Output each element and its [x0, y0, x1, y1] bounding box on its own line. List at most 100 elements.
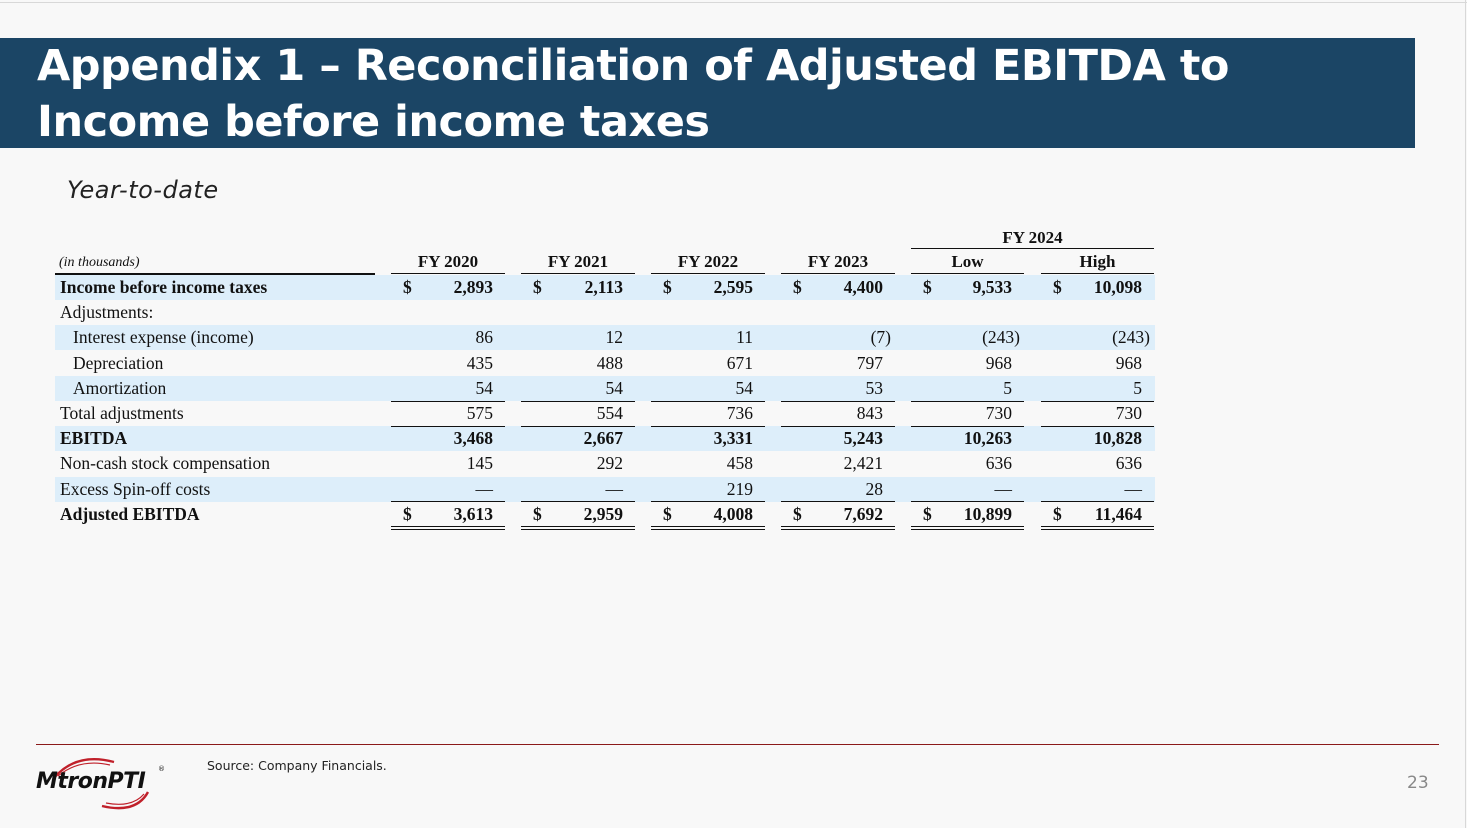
row-label: EBITDA	[60, 428, 128, 449]
table-row: Adjusted EBITDA $3,613 $2,959 $4,008 $7,692 $…	[55, 502, 1155, 527]
table-cell: 488	[521, 351, 635, 376]
column-header: FY 2020	[391, 252, 505, 274]
table-cell: 968	[1041, 351, 1154, 376]
subtotal-rule	[651, 400, 765, 402]
table-cell: —	[391, 477, 505, 502]
subtotal-rule	[781, 425, 895, 427]
dollar-sign: $	[1053, 503, 1062, 524]
table-cell: 86	[391, 325, 505, 350]
dollar-sign: $	[923, 503, 932, 524]
logo-wordmark: MtronPTI	[36, 769, 146, 794]
slide-subtitle: Year-to-date	[67, 176, 219, 204]
total-rule	[521, 501, 635, 503]
table-cell	[781, 300, 895, 325]
cell-value: 5	[1003, 377, 1012, 398]
table-cell: (243)	[911, 325, 1024, 350]
subtotal-rule	[391, 425, 505, 427]
cell-value: 54	[475, 377, 494, 398]
table-cell: 730	[1041, 401, 1154, 426]
cell-value: 730	[985, 403, 1012, 423]
table-cell: —	[1041, 477, 1154, 502]
cell-value: 54	[735, 377, 754, 398]
table-cell: 54	[521, 376, 635, 401]
subtotal-rule	[1041, 400, 1154, 402]
column-header: FY 2022	[651, 252, 765, 274]
subtotal-rule	[521, 425, 635, 427]
subtotal-rule	[391, 400, 505, 402]
table-row: EBITDA 3,468 2,667 3,331 5,243 10,263 10,828	[55, 426, 1155, 452]
row-label: Amortization	[73, 377, 167, 398]
dollar-sign: $	[663, 503, 672, 524]
total-rule	[651, 501, 765, 503]
cell-value: 636	[1115, 453, 1142, 474]
column-header: FY 2021	[521, 252, 635, 274]
table-row: Interest expense (income) 86 12 11 (7) (243) (…	[55, 325, 1155, 351]
table-cell: $10,899	[911, 502, 1024, 527]
cell-value: 4,400	[843, 277, 883, 297]
cell-value: 145	[466, 453, 493, 474]
subtotal-rule	[651, 425, 765, 427]
table-cell	[521, 300, 635, 325]
cell-value: 2,893	[453, 277, 493, 297]
unit-underline	[55, 273, 375, 275]
row-label: Depreciation	[73, 352, 164, 373]
table-cell: 292	[521, 451, 635, 476]
table-cell: 5	[1041, 376, 1154, 401]
footer-divider	[36, 744, 1439, 745]
source-note: Source: Company Financials.	[207, 758, 387, 773]
cell-value: (7)	[870, 327, 891, 348]
cell-value: 458	[726, 453, 753, 474]
fy2024-group-header: FY 2024	[911, 228, 1154, 249]
page-number: 23	[1407, 773, 1429, 793]
table-cell: 5,243	[781, 426, 895, 451]
cell-value: 86	[475, 327, 494, 348]
table-cell: 54	[391, 376, 505, 401]
cell-value: 671	[726, 352, 753, 373]
table-cell: —	[911, 477, 1024, 502]
row-label: Adjusted EBITDA	[60, 503, 200, 524]
table-cell: 53	[781, 376, 895, 401]
cell-value: 968	[985, 352, 1012, 373]
total-rule	[1041, 501, 1154, 503]
cell-value: 636	[985, 453, 1012, 474]
table-cell	[1041, 300, 1154, 325]
cell-value: 435	[466, 352, 493, 373]
table-row: Income before income taxes $2,893 $2,113 $2…	[55, 275, 1155, 300]
row-label: Non-cash stock compensation	[60, 453, 270, 474]
table-row: Total adjustments 575 554 736 843 730 730	[55, 401, 1155, 426]
dollar-sign: $	[1053, 277, 1062, 297]
cell-value: 10,828	[1093, 428, 1142, 449]
total-rule	[391, 501, 505, 503]
table-cell: $4,008	[651, 502, 765, 527]
cell-value: 219	[726, 478, 753, 499]
cell-value: 7,692	[843, 503, 883, 524]
slide-title: Appendix 1 – Reconciliation of Adjusted …	[37, 41, 1229, 147]
column-header: Low	[911, 252, 1024, 274]
cell-value: 28	[865, 478, 884, 499]
table-cell: 843	[781, 401, 895, 426]
cell-value: 843	[856, 403, 883, 423]
table-cell: 11	[651, 325, 765, 350]
table-cell: 458	[651, 451, 765, 476]
table-cell: 554	[521, 401, 635, 426]
row-label: Interest expense (income)	[73, 327, 254, 348]
cell-value: —	[475, 478, 494, 499]
cell-value: (243)	[982, 327, 1020, 348]
table-cell: 575	[391, 401, 505, 426]
table-row: Excess Spin-off costs — — 219 28 — —	[55, 476, 1155, 502]
logo-swoosh-icon	[53, 758, 150, 810]
unit-label: (in thousands)	[59, 255, 140, 270]
table-cell: 2,421	[781, 451, 895, 476]
dollar-sign: $	[533, 503, 542, 524]
cell-value: 2,421	[843, 453, 883, 474]
table-cell: $7,692	[781, 502, 895, 527]
dollar-sign: $	[533, 277, 542, 297]
table-cell: 2,667	[521, 426, 635, 451]
cell-value: 2,959	[583, 503, 623, 524]
cell-value: 11,464	[1094, 503, 1142, 524]
table-row: Non-cash stock compensation 145 292 458 2,42…	[55, 451, 1155, 476]
table-cell: 5	[911, 376, 1024, 401]
table-cell: —	[521, 477, 635, 502]
table-cell: 636	[911, 451, 1024, 476]
table-cell: 797	[781, 351, 895, 376]
